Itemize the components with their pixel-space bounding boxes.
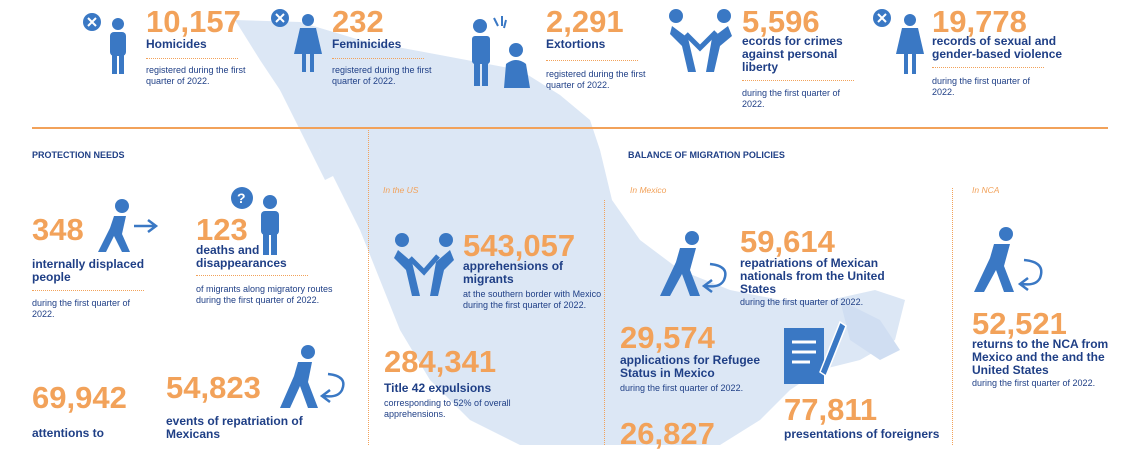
extortions-value: 2,291 xyxy=(546,4,624,39)
document-pen-icon xyxy=(784,320,847,384)
sgbv-label: records of sexual and gender-based viole… xyxy=(932,34,1063,61)
title42-note: corresponding to 52% of overall apprehen… xyxy=(384,398,511,419)
extortion-icon xyxy=(472,16,530,88)
walking-return-icon xyxy=(280,345,345,408)
column-divider xyxy=(604,200,605,445)
divider xyxy=(546,60,638,61)
mexico-extra-value: 26,827 xyxy=(620,416,715,451)
homicides-value: 10,157 xyxy=(146,4,241,39)
woman-x-icon xyxy=(271,9,322,72)
walking-arrow-icon xyxy=(98,199,159,252)
liberty-value: 5,596 xyxy=(742,4,820,39)
homicides-note: registered during the first quarter of 2… xyxy=(146,65,246,86)
repatriations-label: repatriations of Mexican nationals from … xyxy=(740,256,885,296)
refugee-note: during the first quarter of 2022. xyxy=(620,383,744,393)
apprehensions-value: 543,057 xyxy=(463,228,576,263)
attentions-label: attentions to xyxy=(32,426,104,440)
divider xyxy=(146,58,238,59)
repatriation-events-label: events of repatriation of Mexicans xyxy=(166,414,303,441)
svg-text:?: ? xyxy=(237,190,246,206)
nca-returns-value: 52,521 xyxy=(972,306,1067,341)
feminicides-note: registered during the first quarter of 2… xyxy=(332,65,432,86)
walking-return-icon xyxy=(660,231,727,296)
protection-needs-title: PROTECTION NEEDS xyxy=(32,150,125,160)
woman-x-icon xyxy=(873,9,924,74)
deaths-value: 123 xyxy=(196,212,248,247)
displaced-label: internally displaced people xyxy=(32,257,145,284)
extortions-note: registered during the first quarter of 2… xyxy=(546,69,646,90)
deaths-note: of migrants along migratory routes durin… xyxy=(196,284,333,305)
walking-return-icon xyxy=(974,227,1043,292)
sgbv-note: during the first quarter of 2022. xyxy=(932,76,1031,97)
divider xyxy=(332,58,424,59)
displaced-note: during the first quarter of 2022. xyxy=(32,298,131,319)
kidnapping-icon xyxy=(669,9,732,72)
balance-title: BALANCE OF MIGRATION POLICIES xyxy=(628,150,785,160)
repatriations-value: 59,614 xyxy=(740,224,835,259)
question-person-icon: ? xyxy=(231,187,279,255)
section-divider xyxy=(32,127,1108,129)
presentations-label: presentations of foreigners xyxy=(784,427,940,441)
mexico-column-label: In Mexico xyxy=(630,185,667,195)
divider xyxy=(196,275,308,276)
sgbv-value: 19,778 xyxy=(932,4,1027,39)
column-divider xyxy=(952,188,953,445)
apprehensions-note: at the southern border with Mexico durin… xyxy=(463,289,602,310)
refugee-value: 29,574 xyxy=(620,320,715,355)
title42-label: Title 42 expulsions xyxy=(384,381,492,395)
displaced-value: 348 xyxy=(32,212,84,247)
person-x-icon xyxy=(83,13,126,74)
presentations-value: 77,811 xyxy=(784,392,878,427)
title42-value: 284,341 xyxy=(384,344,497,379)
liberty-note: during the first quarter of 2022. xyxy=(742,88,841,109)
deaths-label: deaths and disappearances xyxy=(196,243,287,270)
refugee-label: applications for Refugee Status in Mexic… xyxy=(620,353,761,380)
divider xyxy=(32,290,144,291)
us-column-label: In the US xyxy=(383,185,419,195)
nca-column-label: In NCA xyxy=(972,185,1000,195)
repatriation-events-value: 54,823 xyxy=(166,370,261,405)
feminicides-value: 232 xyxy=(332,4,384,39)
divider xyxy=(742,80,854,81)
liberty-label: ecords for crimes against personal liber… xyxy=(742,34,843,74)
attentions-value: 69,942 xyxy=(32,380,127,415)
nca-returns-label: returns to the NCA from Mexico and the a… xyxy=(972,337,1109,377)
feminicides-label: Feminicides xyxy=(332,37,402,51)
divider xyxy=(932,67,1044,68)
kidnapping-icon xyxy=(394,233,454,296)
apprehensions-label: apprehensions of migrants xyxy=(463,259,564,286)
column-divider xyxy=(368,128,369,445)
repatriations-note: during the first quarter of 2022. xyxy=(740,297,864,307)
nca-returns-note: during the first quarter of 2022. xyxy=(972,378,1096,388)
extortions-label: Extortions xyxy=(546,37,606,51)
homicides-label: Homicides xyxy=(146,37,207,51)
